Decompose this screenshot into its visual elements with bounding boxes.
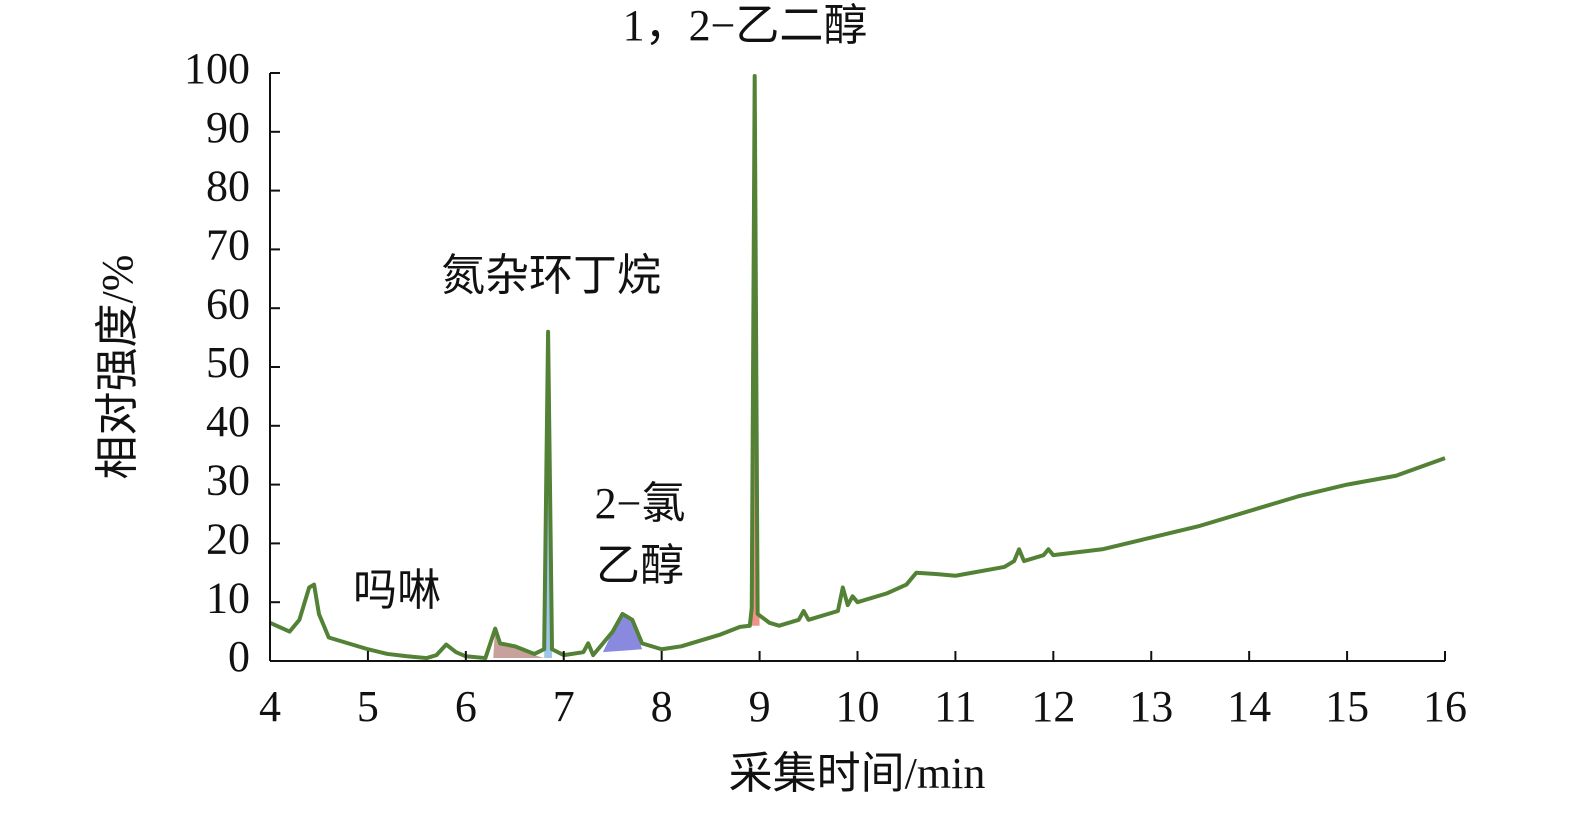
- x-tick-label: 9: [749, 682, 771, 731]
- x-tick-label: 4: [259, 682, 281, 731]
- y-tick-label: 40: [206, 397, 250, 446]
- x-tick-label: 6: [455, 682, 477, 731]
- y-tick-label: 60: [206, 279, 250, 328]
- x-tick-label: 5: [357, 682, 379, 731]
- y-tick-label: 50: [206, 338, 250, 387]
- y-tick-label: 30: [206, 456, 250, 505]
- annotation: 2−氯: [595, 479, 686, 528]
- x-tick-label: 16: [1423, 682, 1467, 731]
- annotation: 乙醇: [596, 541, 684, 590]
- x-tick-label: 15: [1325, 682, 1369, 731]
- line: [269, 73, 1446, 661]
- y-tick-label: 70: [206, 220, 250, 269]
- peak-area: [493, 625, 545, 659]
- x-tick-label: 8: [651, 682, 673, 731]
- y-tick-label: 0: [228, 632, 250, 681]
- x-tick-label: 13: [1129, 682, 1173, 731]
- x-tick-label: 7: [553, 682, 575, 731]
- y-tick-label: 100: [184, 44, 250, 93]
- x-tick-label: 14: [1227, 682, 1271, 731]
- annotation: 氮杂环丁烷: [441, 251, 661, 300]
- x-axis-label: 采集时间/min: [729, 749, 986, 798]
- y-axis-label: 相对强度/%: [93, 255, 142, 480]
- y-tick-label: 80: [206, 162, 250, 211]
- y-tick-label: 90: [206, 103, 250, 152]
- x-tick-label: 11: [934, 682, 976, 731]
- x-tick-label: 10: [836, 682, 880, 731]
- x-tick-label: 12: [1031, 682, 1075, 731]
- annotation: 吗啉: [353, 566, 441, 615]
- y-tick-label: 20: [206, 514, 250, 563]
- annotation: 1，2−乙二醇: [623, 1, 868, 50]
- y-tick-label: 10: [206, 573, 250, 622]
